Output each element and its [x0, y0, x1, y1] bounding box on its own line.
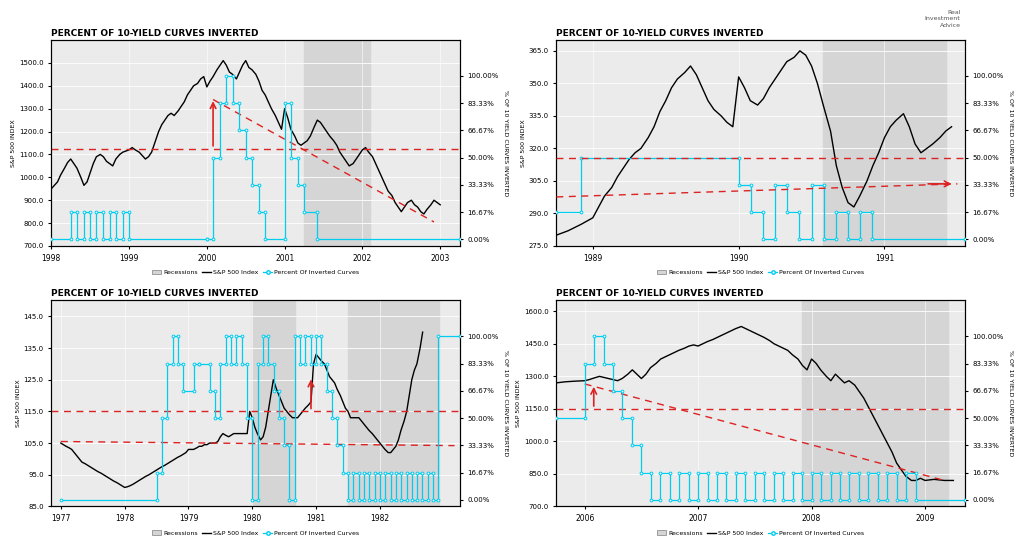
- Y-axis label: S&P 500 INDEX: S&P 500 INDEX: [11, 119, 16, 167]
- Y-axis label: % OF 10 YIELD CURVES INVERTED: % OF 10 YIELD CURVES INVERTED: [503, 90, 508, 196]
- Bar: [348, 300, 438, 507]
- Y-axis label: S&P 500 INDEX: S&P 500 INDEX: [516, 380, 521, 427]
- Legend: Recessions, S&P 500 Index, Percent Of Inverted Curves: Recessions, S&P 500 Index, Percent Of In…: [150, 528, 361, 538]
- Bar: [252, 300, 295, 507]
- Y-axis label: S&P 500 INDEX: S&P 500 INDEX: [15, 380, 20, 427]
- Text: Real
Investment
Advice: Real Investment Advice: [925, 10, 961, 28]
- Legend: Recessions, S&P 500 Index, Percent Of Inverted Curves: Recessions, S&P 500 Index, Percent Of In…: [150, 267, 361, 278]
- Y-axis label: S&P 500 INDEX: S&P 500 INDEX: [521, 119, 525, 167]
- Bar: [304, 40, 371, 246]
- Legend: Recessions, S&P 500 Index, Percent Of Inverted Curves: Recessions, S&P 500 Index, Percent Of In…: [654, 528, 867, 538]
- Legend: Recessions, S&P 500 Index, Percent Of Inverted Curves: Recessions, S&P 500 Index, Percent Of In…: [654, 267, 867, 278]
- Text: PERCENT OF 10-YIELD CURVES INVERTED: PERCENT OF 10-YIELD CURVES INVERTED: [51, 289, 259, 298]
- Text: PERCENT OF 10-YIELD CURVES INVERTED: PERCENT OF 10-YIELD CURVES INVERTED: [556, 29, 764, 38]
- Text: PERCENT OF 10-YIELD CURVES INVERTED: PERCENT OF 10-YIELD CURVES INVERTED: [556, 289, 764, 298]
- Text: PERCENT OF 10-YIELD CURVES INVERTED: PERCENT OF 10-YIELD CURVES INVERTED: [51, 29, 259, 38]
- Bar: [823, 40, 946, 246]
- Y-axis label: % OF 10 YIELD CURVES INVERTED: % OF 10 YIELD CURVES INVERTED: [1008, 350, 1013, 457]
- Y-axis label: % OF 10 YIELD CURVES INVERTED: % OF 10 YIELD CURVES INVERTED: [503, 350, 508, 457]
- Y-axis label: % OF 10 YIELD CURVES INVERTED: % OF 10 YIELD CURVES INVERTED: [1008, 90, 1013, 196]
- Bar: [803, 300, 947, 507]
